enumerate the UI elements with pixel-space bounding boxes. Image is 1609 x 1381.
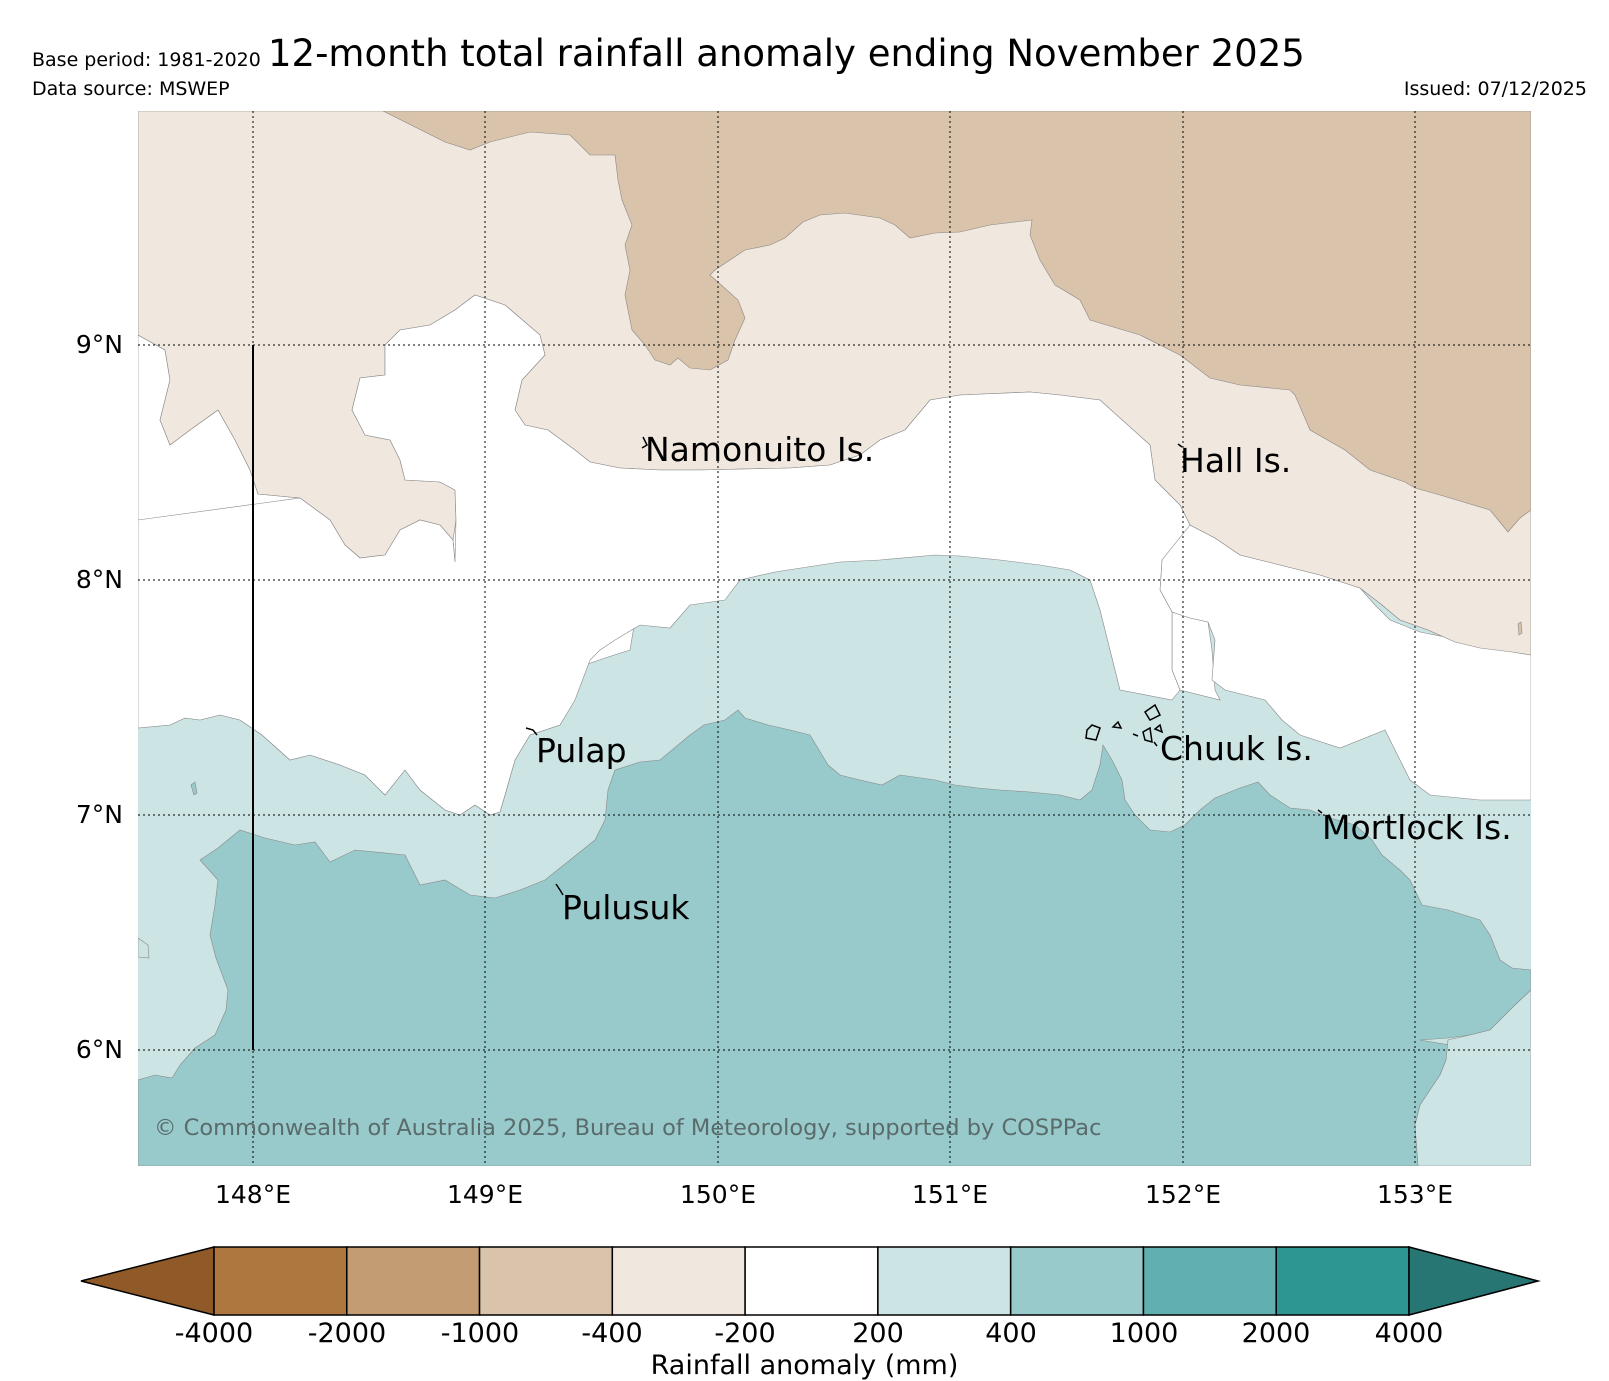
colorbar-tick: 200	[852, 1318, 904, 1349]
lon-label-150e: 150°E	[679, 1180, 757, 1209]
colorbar-tick: -2000	[307, 1318, 387, 1349]
copyright-notice: © Commonwealth of Australia 2025, Bureau…	[154, 1115, 1102, 1141]
colorbar-tick: -200	[714, 1318, 776, 1349]
colorbar-label: Rainfall anomaly (mm)	[650, 1350, 959, 1381]
place-label-mortlock: Mortlock Is.	[1322, 808, 1512, 847]
issued-date-text: Issued: 07/12/2025	[1403, 78, 1587, 100]
base-period-text: Base period: 1981-2020	[32, 49, 261, 71]
colorbar-segment	[1275, 1246, 1410, 1316]
colorbar	[80, 1246, 1541, 1316]
colorbar-segment	[1142, 1246, 1277, 1316]
colorbar-extend-low	[80, 1246, 215, 1316]
anomaly-pocket-lt-teal-east	[1414, 989, 1531, 1166]
lon-label-151e: 151°E	[911, 1180, 989, 1209]
place-label-hall: Hall Is.	[1180, 441, 1292, 480]
colorbar-tick: 2000	[1241, 1318, 1311, 1349]
colorbar-segment	[478, 1246, 614, 1316]
data-source-text: Data source: MSWEP	[32, 78, 230, 100]
colorbar-segment	[1009, 1246, 1145, 1316]
colorbar-segment	[877, 1246, 1012, 1316]
colorbar-tick: 400	[985, 1318, 1037, 1349]
map-area	[138, 111, 1531, 1166]
colorbar-extend-high	[1408, 1246, 1541, 1316]
graticule	[138, 111, 1531, 1166]
place-label-namonuito: Namonuito Is.	[645, 430, 875, 469]
lat-label-6n: 6°N	[75, 1035, 123, 1064]
lon-label-148e: 148°E	[214, 1180, 292, 1209]
colorbar-tick: -400	[581, 1318, 643, 1349]
lat-label-7n: 7°N	[75, 800, 123, 829]
lat-label-8n: 8°N	[75, 565, 123, 594]
colorbar-segment	[744, 1246, 879, 1316]
colorbar-segment	[611, 1246, 746, 1316]
anomaly-pocket-tan	[1517, 621, 1523, 636]
anomaly-pocket-teal	[190, 781, 198, 796]
lon-label-152e: 152°E	[1144, 1180, 1222, 1209]
colorbar-segment	[213, 1246, 348, 1316]
map-title: 12-month total rainfall anomaly ending N…	[268, 32, 1305, 75]
colorbar-tick: 1000	[1109, 1318, 1179, 1349]
anomaly-fill-neg400-neg1000	[382, 111, 1531, 533]
colorbar-tick: -4000	[174, 1318, 254, 1349]
lon-label-153e: 153°E	[1376, 1180, 1454, 1209]
lat-label-9n: 9°N	[75, 330, 123, 359]
place-label-chuuk: Chuuk Is.	[1160, 729, 1313, 768]
place-label-pulusuk: Pulusuk	[562, 888, 690, 927]
anomaly-pocket-lt-teal	[138, 937, 150, 959]
colorbar-segment	[346, 1246, 481, 1316]
lon-label-149e: 149°E	[446, 1180, 524, 1209]
anomaly-pocket-neutral	[138, 294, 1191, 816]
place-label-pulap: Pulap	[536, 731, 627, 770]
colorbar-tick: -1000	[440, 1318, 520, 1349]
island-outlines	[525, 436, 1323, 896]
colorbar-tick: 4000	[1374, 1318, 1444, 1349]
